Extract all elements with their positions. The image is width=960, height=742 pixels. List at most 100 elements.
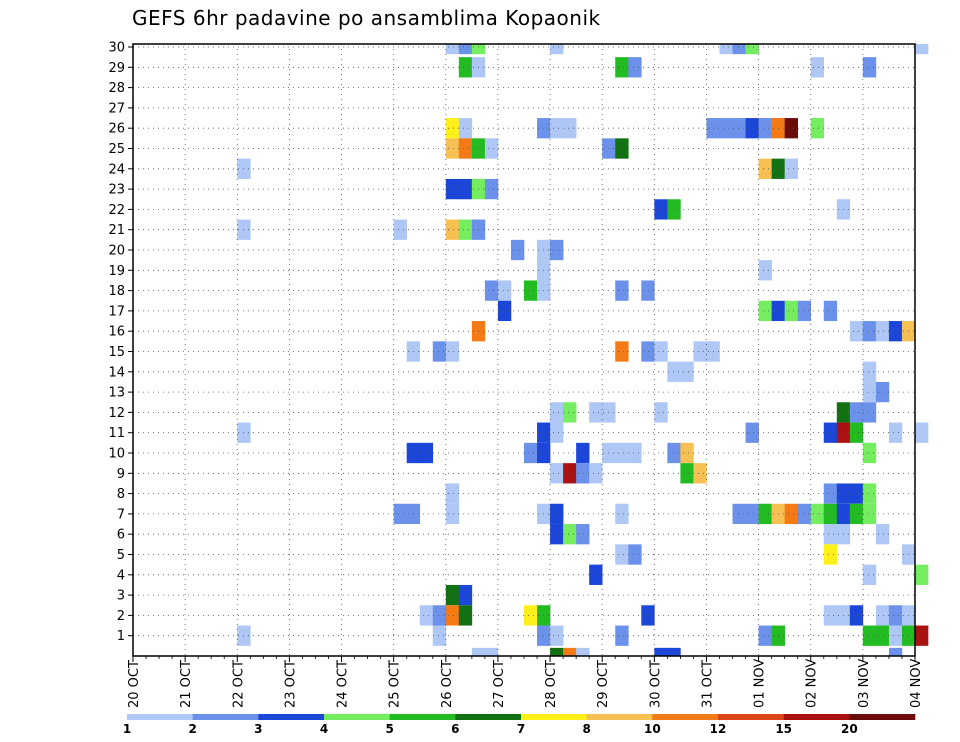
- heatmap-cell: [419, 442, 434, 464]
- heatmap-cell: [745, 118, 759, 139]
- heatmap-cell: [654, 402, 668, 423]
- y-tick-label: 16: [108, 325, 125, 340]
- heatmap-cell: [849, 503, 864, 525]
- x-tick-label: 27 OCT: [492, 660, 507, 708]
- heatmap-cell: [784, 118, 798, 139]
- heatmap-cell: [458, 118, 473, 139]
- heatmap-cell: [784, 503, 798, 525]
- y-axis: 1234567891011121314151617181920212223242…: [108, 41, 133, 644]
- y-tick-label: 27: [108, 101, 125, 116]
- x-tick-label: 28 OCT: [544, 660, 559, 708]
- heatmap-cell: [875, 625, 890, 646]
- heatmap-cell: [758, 118, 772, 139]
- y-tick-label: 3: [117, 589, 125, 604]
- heatmap-cell: [589, 463, 603, 484]
- heatmap-cell: [432, 341, 447, 362]
- heatmap-cell: [654, 199, 668, 220]
- heatmap-cell: [862, 442, 877, 464]
- heatmap-cell: [393, 219, 407, 240]
- heatmap-cell: [550, 118, 564, 139]
- heatmap-cell: [524, 442, 538, 464]
- heatmap-cell: [823, 503, 838, 525]
- heatmap-cell: [641, 605, 655, 626]
- heatmap-cell: [784, 300, 798, 322]
- colorbar-swatch: [324, 714, 390, 720]
- y-tick-label: 21: [108, 223, 125, 238]
- heatmap-cell: [862, 625, 877, 646]
- heatmap-cell: [875, 524, 890, 545]
- heatmap-cell: [823, 300, 838, 322]
- colorbar-label: 5: [385, 722, 393, 736]
- heatmap-cell: [393, 503, 407, 525]
- x-tick-label: 02 NOV: [805, 659, 820, 708]
- y-tick-label: 22: [108, 203, 125, 218]
- heatmap-cell: [497, 300, 512, 322]
- heatmap-cell: [667, 199, 681, 220]
- heatmap-cell: [915, 44, 929, 55]
- heatmap-cell: [563, 524, 577, 545]
- heatmap-cell: [915, 422, 929, 443]
- heatmap-cell: [915, 625, 929, 646]
- heatmap-cell: [732, 118, 746, 139]
- heatmap-cell: [758, 260, 772, 281]
- colorbar-swatch: [192, 714, 259, 720]
- heatmap-cell: [510, 239, 525, 261]
- colorbar-swatch: [652, 714, 719, 720]
- x-tick-label: 29 OCT: [596, 660, 611, 708]
- heatmap-cell: [615, 503, 629, 525]
- colorbar-swatch: [455, 714, 522, 720]
- heatmap-cell: [419, 605, 434, 626]
- y-tick-label: 30: [108, 41, 125, 56]
- heatmap-cell: [458, 584, 473, 606]
- colorbar-label: 6: [451, 722, 459, 736]
- heatmap-cell: [862, 361, 877, 382]
- heatmap-cell: [875, 605, 890, 626]
- heatmap-cell: [550, 503, 564, 525]
- heatmap-cell: [471, 44, 486, 55]
- colorbar-label: 3: [254, 722, 262, 736]
- heatmap-cell: [615, 625, 629, 646]
- heatmap-cell: [915, 564, 929, 585]
- y-tick-label: 19: [108, 264, 125, 279]
- y-tick-label: 29: [108, 61, 125, 76]
- heatmap-cell: [550, 402, 564, 423]
- heatmap-cell: [888, 647, 903, 656]
- x-tick-label: 25 OCT: [388, 660, 403, 708]
- heatmap-cell: [432, 625, 447, 646]
- x-tick-label: 03 NOV: [857, 659, 872, 708]
- colorbar-label: 2: [188, 722, 196, 736]
- y-tick-label: 14: [108, 365, 125, 380]
- heatmap-cell: [550, 524, 564, 545]
- y-tick-label: 1: [117, 629, 125, 644]
- heatmap-cell: [654, 341, 668, 362]
- y-tick-label: 24: [108, 162, 125, 177]
- heatmap-cell: [615, 442, 629, 464]
- heatmap-cell: [563, 402, 577, 423]
- heatmap-cell: [888, 321, 903, 342]
- heatmap-cell: [862, 321, 877, 342]
- heatmap-cell: [732, 503, 746, 525]
- cells-layer: [237, 44, 929, 656]
- colorbar-label: 4: [320, 722, 328, 736]
- heatmap-cell: [680, 442, 694, 464]
- heatmap-cell: [458, 57, 473, 78]
- heatmap-cell: [445, 138, 460, 159]
- heatmap-cell: [862, 483, 877, 504]
- y-tick-label: 23: [108, 183, 125, 198]
- heatmap-cell: [888, 422, 903, 443]
- y-tick-label: 7: [117, 507, 125, 522]
- heatmap-cell: [576, 463, 590, 484]
- heatmap-cell: [758, 503, 772, 525]
- heatmap-cell: [550, 463, 564, 484]
- heatmap-cell: [719, 118, 733, 139]
- x-tick-label: 01 NOV: [753, 659, 768, 708]
- heatmap-cell: [432, 605, 447, 626]
- y-tick-label: 5: [117, 548, 125, 563]
- heatmap-cell: [445, 503, 460, 525]
- colorbar-label: 12: [710, 722, 727, 736]
- heatmap-cell: [719, 44, 733, 55]
- y-tick-label: 11: [108, 426, 125, 441]
- colorbar-swatch: [783, 714, 850, 720]
- heatmap-cell: [445, 584, 460, 606]
